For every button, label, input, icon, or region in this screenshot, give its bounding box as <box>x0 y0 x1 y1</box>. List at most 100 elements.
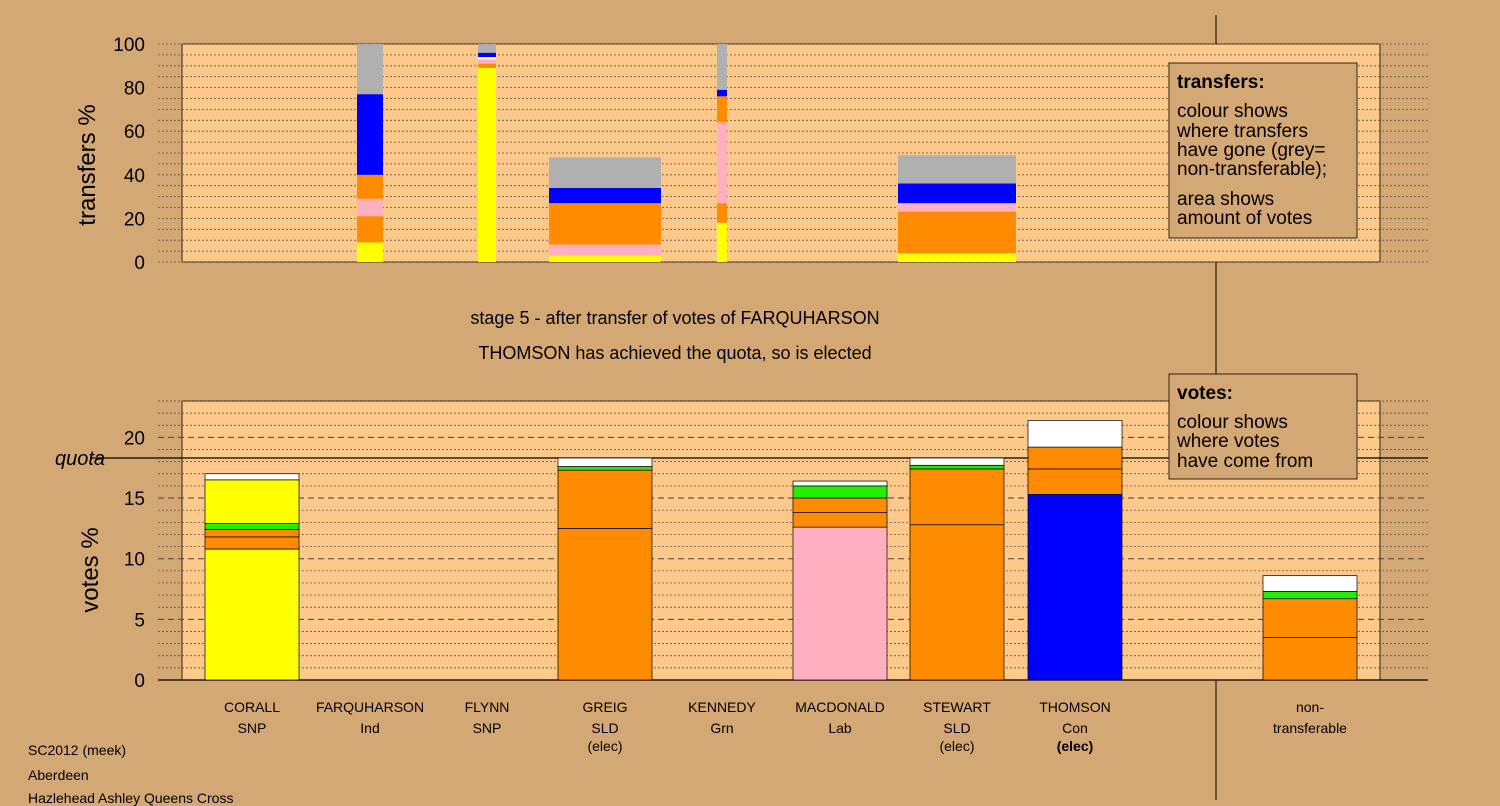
transfers-legend-title: transfers: <box>1177 72 1265 93</box>
candidate-name-label: KENNEDY <box>688 699 756 715</box>
candidate-name-label: GREIG <box>582 699 627 715</box>
transfer-segment-kennedy <box>717 96 727 123</box>
transfer-segment-kennedy <box>717 89 727 97</box>
candidate-status-label: (elec) <box>587 738 622 754</box>
transfer-segment-farquharson <box>357 174 383 199</box>
votes-legend-text: have come from <box>1177 451 1313 472</box>
votes-y-axis-label: votes % <box>77 527 104 612</box>
footer-council-label: Aberdeen <box>28 767 89 783</box>
candidate-status-label: (elec) <box>939 738 974 754</box>
transfers-legend-text: amount of votes <box>1177 208 1312 229</box>
transfer-segment-kennedy <box>717 44 727 90</box>
transfers-y-tick-label: 80 <box>124 79 145 100</box>
vote-segment-macdonald <box>792 526 888 681</box>
votes-y-tick-label: 15 <box>124 489 145 510</box>
transfer-segment-stewart <box>898 203 1016 212</box>
transfers-legend-text: where transfers <box>1176 121 1308 142</box>
transfer-segment-stewart <box>898 183 1016 204</box>
votes-legend-text: colour shows <box>1177 412 1288 433</box>
transfer-segment-greig <box>549 255 661 262</box>
vote-segment-thomson <box>1027 420 1123 448</box>
transfer-segment-kennedy <box>717 222 727 262</box>
transfers-legend-text: non-transferable); <box>1177 159 1327 180</box>
candidate-name-label: MACDONALD <box>795 699 884 715</box>
transfers-y-tick-label: 0 <box>134 253 145 274</box>
vote-segment-corall <box>204 479 300 524</box>
transfers-legend-box <box>1168 62 1358 239</box>
candidate-party-label: SLD <box>591 720 618 736</box>
transfer-segment-stewart <box>898 155 1016 184</box>
transfers-legend-text: colour shows <box>1177 101 1288 122</box>
candidate-name-label: THOMSON <box>1039 699 1111 715</box>
transfer-segment-kennedy <box>717 203 727 223</box>
candidate-name-label: STEWART <box>923 699 991 715</box>
vote-segment-greig <box>557 469 653 529</box>
candidate-party-label: SNP <box>238 720 267 736</box>
transfer-segment-flynn <box>478 59 496 64</box>
vote-segment-corall <box>204 473 300 481</box>
footer-election-label: SC2012 (meek) <box>28 742 127 758</box>
transfer-segment-stewart <box>898 253 1016 262</box>
candidate-party-label: Lab <box>828 720 852 736</box>
vote-segment-greig <box>557 528 653 681</box>
transfer-segment-greig <box>549 203 661 245</box>
vote-segment-corall <box>204 529 300 538</box>
vote-segment-non <box>1262 591 1358 600</box>
votes-y-tick-label: 10 <box>124 550 145 571</box>
chart-title: stage 5 - after transfer of votes of FAR… <box>470 308 879 328</box>
vote-segment-non <box>1262 598 1358 638</box>
candidate-name-label: FLYNN <box>465 699 510 715</box>
transfer-segment-farquharson <box>357 242 383 262</box>
transfer-segment-stewart <box>898 211 1016 254</box>
transfer-segment-flynn <box>478 57 496 60</box>
transfer-segment-farquharson <box>357 94 383 175</box>
candidate-name-label: CORALL <box>224 699 280 715</box>
votes-legend-text: where votes <box>1176 431 1279 452</box>
transfers-y-tick-label: 20 <box>124 209 145 230</box>
candidate-name-label: FARQUHARSON <box>316 699 424 715</box>
vote-segment-macdonald <box>792 512 888 528</box>
footer-ward-label: Hazlehead Ashley Queens Cross <box>28 790 234 806</box>
transfer-segment-flynn <box>478 52 496 58</box>
candidate-status-label: (elec) <box>1057 738 1094 754</box>
transfer-segment-greig <box>549 187 661 204</box>
vote-segment-corall <box>204 523 300 530</box>
vote-segment-thomson <box>1027 468 1123 495</box>
transfers-y-tick-label: 100 <box>113 35 145 56</box>
vote-segment-greig <box>557 466 653 471</box>
candidate-party-label: SNP <box>473 720 502 736</box>
transfers-legend-text: have gone (grey= <box>1177 140 1325 161</box>
transfer-segment-flynn <box>478 63 496 68</box>
vote-segment-macdonald <box>792 480 888 487</box>
vote-segment-corall <box>204 548 300 681</box>
votes-y-tick-label: 5 <box>134 610 145 631</box>
transfers-y-tick-label: 60 <box>124 122 145 143</box>
transfer-segment-flynn <box>478 67 496 262</box>
votes-legend-title: votes: <box>1177 383 1233 404</box>
vote-segment-corall <box>204 536 300 550</box>
vote-segment-non <box>1262 575 1358 592</box>
vote-segment-stewart <box>909 468 1005 526</box>
transfers-y-tick-label: 40 <box>124 166 145 187</box>
vote-segment-thomson <box>1027 446 1123 470</box>
votes-y-tick-label: 0 <box>134 671 145 692</box>
transfer-segment-farquharson <box>357 44 383 95</box>
vote-segment-macdonald <box>792 485 888 499</box>
transfer-segment-flynn <box>478 44 496 53</box>
transfer-segment-greig <box>549 157 661 188</box>
candidate-party-label: Ind <box>360 720 379 736</box>
votes-y-tick-label: 20 <box>124 428 145 449</box>
candidate-party-label: Con <box>1062 720 1088 736</box>
quota-label: quota <box>55 448 105 470</box>
transfers-legend-text: area shows <box>1177 189 1274 210</box>
candidate-name-label: non- <box>1296 699 1324 715</box>
candidate-party-label: transferable <box>1273 720 1347 736</box>
chart-subtitle: THOMSON has achieved the quota, so is el… <box>478 343 871 363</box>
vote-segment-macdonald <box>792 497 888 513</box>
vote-segment-thomson <box>1027 494 1123 681</box>
candidate-party-label: SLD <box>943 720 970 736</box>
vote-segment-stewart <box>909 524 1005 681</box>
votes-legend-box <box>1168 373 1358 480</box>
transfers-y-axis-label: transfers % <box>74 104 101 225</box>
